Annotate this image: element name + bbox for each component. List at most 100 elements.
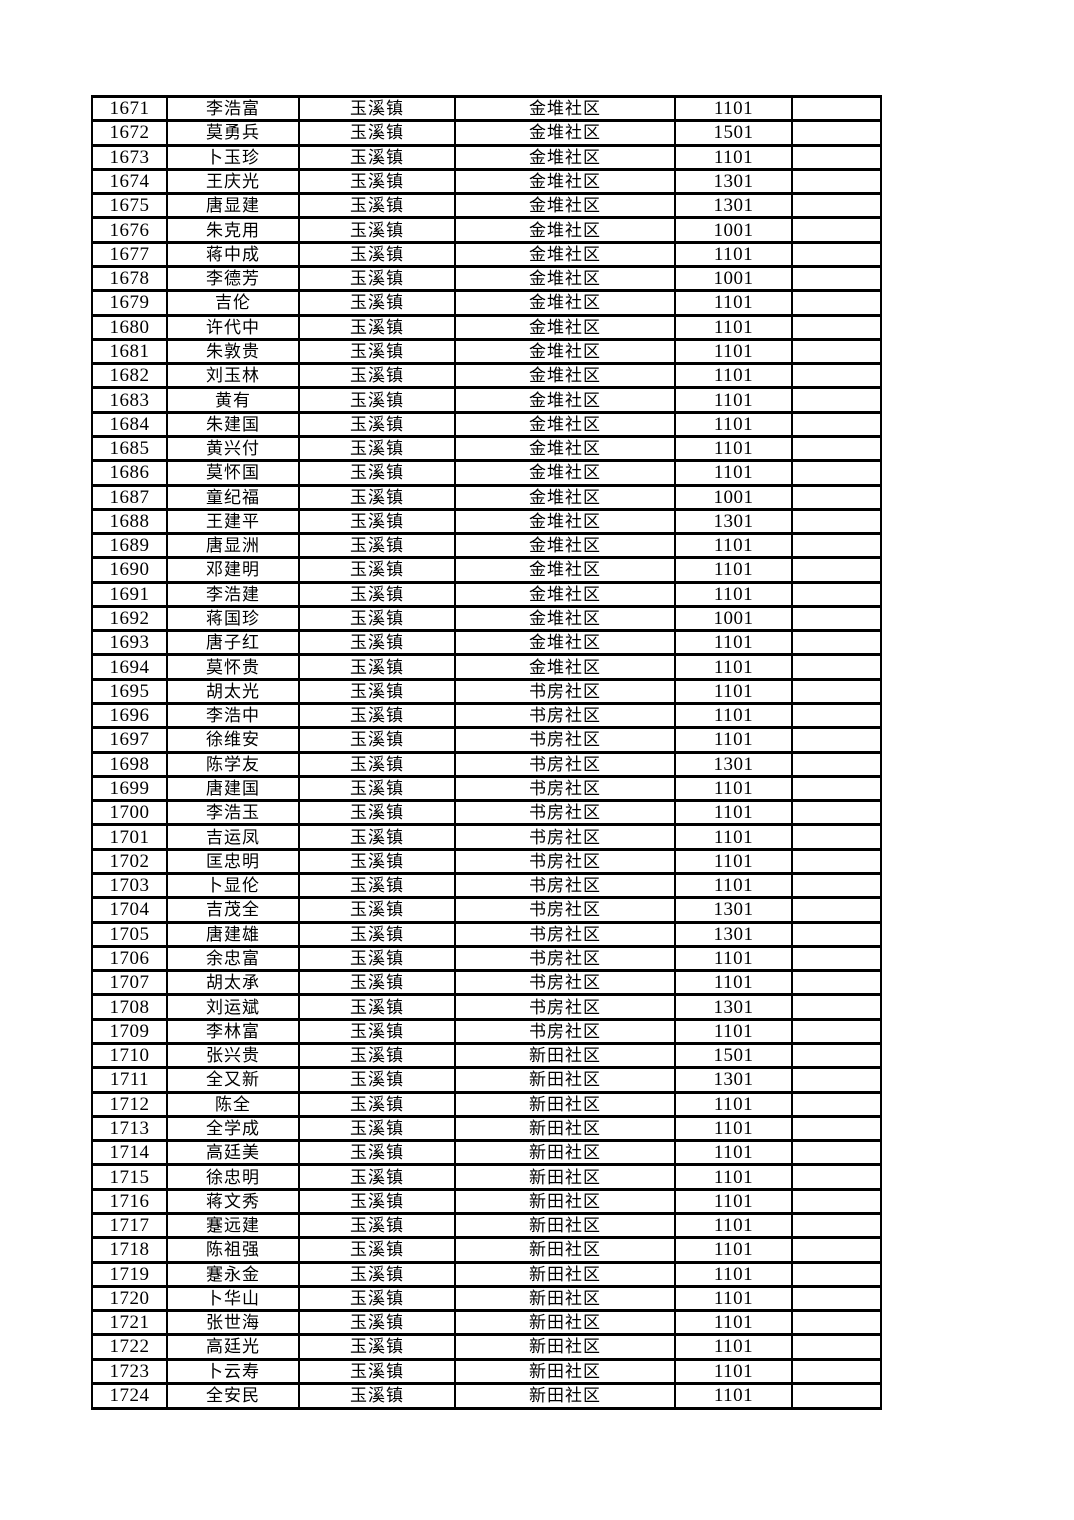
row-number-cell: 1709	[91, 1017, 168, 1045]
town-cell: 玉溪镇	[298, 410, 456, 438]
code-cell: 1301	[674, 507, 793, 536]
name-cell: 陈全	[166, 1090, 300, 1118]
empty-cell	[791, 604, 882, 633]
table-row: 1678 李德芳 玉溪镇 金堆社区 1001	[91, 264, 882, 293]
name-cell: 唐建雄	[166, 920, 300, 948]
name-cell: 唐显建	[166, 192, 300, 220]
town-cell: 玉溪镇	[298, 1114, 456, 1143]
community-cell: 新田社区	[454, 1187, 676, 1215]
code-cell: 1101	[674, 1139, 793, 1167]
community-cell: 金堆社区	[454, 483, 676, 511]
name-cell: 王庆光	[166, 167, 300, 196]
row-number-cell: 1716	[91, 1187, 168, 1215]
name-cell: 卜显伦	[166, 871, 300, 900]
table-row: 1692 蒋国珍 玉溪镇 金堆社区 1001	[91, 604, 882, 633]
table-row: 1672 莫勇兵 玉溪镇 金堆社区 1501	[91, 119, 882, 147]
row-number-cell: 1715	[91, 1163, 168, 1191]
code-cell: 1501	[674, 1041, 793, 1070]
table-row: 1680 许代中 玉溪镇 金堆社区 1101	[91, 313, 882, 341]
empty-cell	[791, 1284, 882, 1313]
community-cell: 书房社区	[454, 750, 676, 778]
town-cell: 玉溪镇	[298, 1139, 456, 1167]
row-number-cell: 1696	[91, 702, 168, 730]
name-cell: 余忠富	[166, 944, 300, 973]
community-cell: 金堆社区	[454, 216, 676, 244]
name-cell: 李浩中	[166, 702, 300, 730]
row-number-cell: 1677	[91, 240, 168, 268]
row-number-cell: 1685	[91, 434, 168, 463]
name-cell: 陈学友	[166, 750, 300, 778]
name-cell: 卜玉珍	[166, 143, 300, 171]
row-number-cell: 1719	[91, 1260, 168, 1288]
row-number-cell: 1686	[91, 459, 168, 487]
empty-cell	[791, 264, 882, 293]
town-cell: 玉溪镇	[298, 1090, 456, 1118]
table-row: 1711 全又新 玉溪镇 新田社区 1301	[91, 1066, 882, 1094]
code-cell: 1101	[674, 1357, 793, 1385]
name-cell: 吉运凤	[166, 823, 300, 851]
town-cell: 玉溪镇	[298, 507, 456, 536]
code-cell: 1101	[674, 1333, 793, 1361]
name-cell: 李德芳	[166, 264, 300, 293]
row-number-cell: 1704	[91, 896, 168, 924]
community-cell: 书房社区	[454, 677, 676, 706]
community-cell: 新田社区	[454, 1066, 676, 1094]
empty-cell	[791, 313, 882, 341]
code-cell: 1101	[674, 143, 793, 171]
town-cell: 玉溪镇	[298, 726, 456, 754]
community-cell: 新田社区	[454, 1309, 676, 1337]
name-cell: 朱克用	[166, 216, 300, 244]
community-cell: 金堆社区	[454, 167, 676, 196]
community-cell: 金堆社区	[454, 313, 676, 341]
town-cell: 玉溪镇	[298, 167, 456, 196]
community-cell: 新田社区	[454, 1260, 676, 1288]
table-row: 1702 匡忠明 玉溪镇 书房社区 1101	[91, 847, 882, 876]
empty-cell	[791, 1381, 882, 1411]
table-row: 1685 黄兴付 玉溪镇 金堆社区 1101	[91, 434, 882, 463]
table-row: 1713 全学成 玉溪镇 新田社区 1101	[91, 1114, 882, 1143]
row-number-cell: 1706	[91, 944, 168, 973]
name-cell: 吉伦	[166, 289, 300, 317]
name-cell: 莫怀国	[166, 459, 300, 487]
row-number-cell: 1688	[91, 507, 168, 536]
community-cell: 书房社区	[454, 896, 676, 924]
name-cell: 唐建国	[166, 774, 300, 803]
row-number-cell: 1678	[91, 264, 168, 293]
empty-cell	[791, 629, 882, 657]
row-number-cell: 1699	[91, 774, 168, 803]
name-cell: 李浩富	[166, 94, 300, 123]
community-cell: 金堆社区	[454, 653, 676, 681]
name-cell: 高廷美	[166, 1139, 300, 1167]
community-cell: 金堆社区	[454, 289, 676, 317]
code-cell: 1101	[674, 847, 793, 876]
code-cell: 1301	[674, 750, 793, 778]
roster-table: 1671 李浩富 玉溪镇 金堆社区 1101 1672 莫勇兵 玉溪镇 金堆社区 1501 1673…	[91, 94, 882, 1411]
empty-cell	[791, 1017, 882, 1045]
table-row: 1698 陈学友 玉溪镇 书房社区 1301	[91, 750, 882, 778]
name-cell: 徐维安	[166, 726, 300, 754]
table-row: 1691 李浩建 玉溪镇 金堆社区 1101	[91, 580, 882, 608]
row-number-cell: 1689	[91, 532, 168, 560]
town-cell: 玉溪镇	[298, 920, 456, 948]
name-cell: 蒋中成	[166, 240, 300, 268]
town-cell: 玉溪镇	[298, 799, 456, 827]
row-number-cell: 1722	[91, 1333, 168, 1361]
table-row: 1674 王庆光 玉溪镇 金堆社区 1301	[91, 167, 882, 196]
row-number-cell: 1708	[91, 993, 168, 1021]
table-row: 1714 高廷美 玉溪镇 新田社区 1101	[91, 1139, 882, 1167]
empty-cell	[791, 289, 882, 317]
name-cell: 王建平	[166, 507, 300, 536]
code-cell: 1101	[674, 944, 793, 973]
code-cell: 1101	[674, 337, 793, 366]
table-row: 1694 莫怀贵 玉溪镇 金堆社区 1101	[91, 653, 882, 681]
table-row: 1681 朱敦贵 玉溪镇 金堆社区 1101	[91, 337, 882, 366]
name-cell: 全学成	[166, 1114, 300, 1143]
code-cell: 1101	[674, 410, 793, 438]
town-cell: 玉溪镇	[298, 871, 456, 900]
code-cell: 1101	[674, 289, 793, 317]
town-cell: 玉溪镇	[298, 1260, 456, 1288]
community-cell: 金堆社区	[454, 94, 676, 123]
code-cell: 1101	[674, 799, 793, 827]
name-cell: 童纪福	[166, 483, 300, 511]
community-cell: 书房社区	[454, 799, 676, 827]
